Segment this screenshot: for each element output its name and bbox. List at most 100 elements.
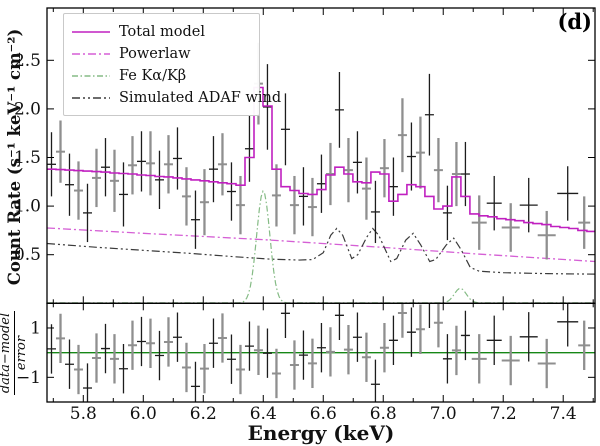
data-point (226, 162, 236, 221)
x-tick-label: 6.6 (310, 404, 337, 424)
residual-point (235, 344, 245, 395)
data-point (307, 177, 317, 237)
residual-point (325, 327, 335, 377)
residual-point (82, 363, 92, 402)
residual-point (406, 307, 416, 357)
residual-label-numerator: data−model (0, 310, 16, 396)
data-point (109, 149, 119, 212)
data-point (325, 142, 335, 206)
y-axis-label-residual: data−model error (0, 294, 33, 412)
residual-point (343, 324, 353, 375)
data-point (578, 196, 591, 249)
residual-point (460, 310, 470, 361)
residual-point (578, 320, 591, 371)
data-point (244, 115, 254, 182)
data-point (334, 71, 344, 148)
residual-point (519, 312, 538, 362)
residual-panel (47, 303, 595, 402)
data-point (424, 73, 434, 156)
x-axis-label: Energy (keV) (247, 421, 395, 445)
data-point (280, 93, 290, 166)
residual-point (307, 338, 317, 389)
residual-point (55, 313, 65, 364)
residual-tick-label: −1 (16, 368, 41, 388)
residual-point (352, 312, 362, 362)
y-axis-label-main: Count Rate (s⁻¹ keV⁻¹ cm⁻²) (5, 28, 24, 286)
y-tick-label: 1.0 (14, 197, 41, 217)
data-point (118, 162, 128, 227)
residual-point (486, 315, 502, 365)
residual-point (127, 320, 137, 370)
data-point (289, 175, 299, 235)
data-point (47, 132, 56, 197)
data-point (199, 169, 209, 236)
data-point (136, 131, 146, 192)
panel-letter-label: (d) (557, 9, 592, 34)
data-point (262, 64, 272, 150)
data-point (145, 131, 155, 196)
residual-point (172, 312, 182, 362)
residual-point (471, 334, 487, 384)
residual-point (136, 316, 146, 367)
residual-point (154, 330, 164, 381)
legend-line-sample-icon (72, 75, 110, 77)
residual-point (91, 333, 101, 383)
residual-point (226, 334, 236, 384)
x-tick-label: 7.0 (430, 404, 457, 424)
y-tick-label: 2.0 (14, 99, 41, 119)
data-point (163, 135, 173, 194)
data-point (388, 157, 398, 216)
x-tick-label: 7.4 (550, 404, 577, 424)
residual-point (361, 332, 371, 382)
residual-data-points (47, 303, 591, 402)
spectrum-data-points (47, 42, 591, 260)
residual-point (397, 303, 407, 338)
data-point (557, 166, 579, 221)
data-point (217, 133, 227, 196)
residual-point (163, 317, 173, 367)
residual-point (537, 338, 556, 389)
residual-point (557, 303, 579, 347)
data-point (190, 190, 200, 249)
residual-point (181, 342, 191, 393)
data-point (298, 167, 308, 226)
residual-point (253, 325, 263, 375)
legend-line-sample-icon (72, 53, 110, 55)
data-point (352, 131, 362, 194)
data-point (127, 136, 137, 195)
residual-point (118, 344, 128, 394)
residual-point (145, 318, 155, 368)
data-point (64, 153, 74, 216)
residual-point (370, 359, 380, 402)
residual-point (388, 315, 398, 365)
data-point (379, 139, 389, 198)
data-point (154, 150, 164, 210)
x-tick-label: 6.2 (190, 404, 217, 424)
legend: Total model Powerlaw Fe Kα/Kβ Simulated ADA… (63, 13, 281, 116)
residual-point (217, 313, 227, 363)
residual-point (334, 303, 344, 340)
x-tick-label: 6.8 (370, 404, 397, 424)
data-point (361, 157, 371, 220)
axes: 5.8 6.0 6.2 6.4 6.6 6.8 7.0 7.2 7.4 0.5 1.0 1.5 2.0 2… (14, 8, 595, 424)
residual-point (262, 328, 272, 378)
legend-item-1: Powerlaw (72, 43, 250, 65)
legend-item-label: Powerlaw (119, 46, 191, 62)
y-tick-label: 1.5 (14, 148, 41, 168)
data-point (172, 127, 182, 190)
residual-point (379, 323, 389, 373)
residual-label-denominator: error (14, 335, 30, 371)
data-point (91, 148, 101, 208)
y-tick-label: 2.5 (14, 51, 41, 71)
residual-point (199, 343, 209, 394)
x-tick-label: 6.0 (130, 404, 157, 424)
residual-point (64, 339, 74, 389)
data-point (316, 154, 326, 213)
residual-point (244, 321, 254, 371)
residual-point (298, 330, 308, 380)
data-point (442, 185, 452, 241)
residual-point (433, 303, 443, 348)
data-point (451, 141, 461, 207)
